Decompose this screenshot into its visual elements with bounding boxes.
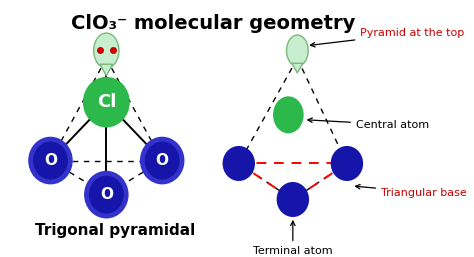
Circle shape (223, 146, 255, 181)
Text: O: O (100, 187, 113, 202)
Text: Triangular base: Triangular base (356, 185, 467, 198)
Polygon shape (292, 63, 303, 73)
Text: O: O (155, 153, 169, 168)
Circle shape (86, 173, 126, 216)
Text: ClO₃⁻ molecular geometry: ClO₃⁻ molecular geometry (72, 14, 356, 33)
Circle shape (277, 182, 309, 217)
Ellipse shape (273, 96, 304, 133)
Circle shape (83, 77, 130, 127)
Circle shape (31, 139, 70, 182)
Circle shape (331, 146, 363, 181)
Ellipse shape (287, 35, 308, 66)
Text: Central atom: Central atom (308, 118, 429, 130)
Polygon shape (100, 64, 113, 76)
Circle shape (142, 139, 182, 182)
Text: Cl: Cl (97, 93, 116, 111)
Text: Pyramid at the top: Pyramid at the top (310, 28, 465, 47)
Text: Trigonal pyramidal: Trigonal pyramidal (35, 223, 195, 238)
Text: Terminal atom: Terminal atom (253, 221, 333, 256)
Ellipse shape (94, 33, 119, 68)
Text: O: O (44, 153, 57, 168)
